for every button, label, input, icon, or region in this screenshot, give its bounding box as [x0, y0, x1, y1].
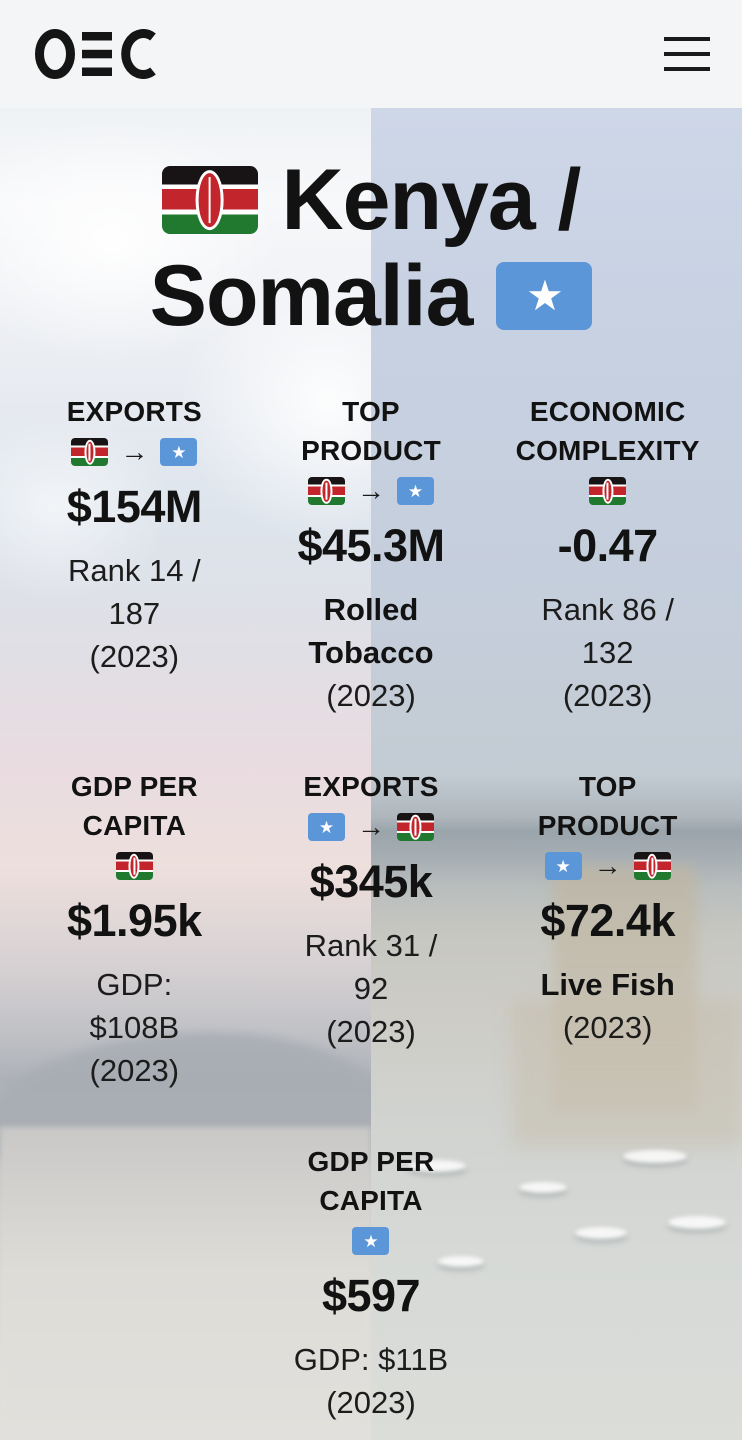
stat-label: EXPORTS	[66, 396, 202, 427]
kenya-shield	[195, 170, 224, 230]
somalia-star: ★	[363, 1231, 379, 1251]
stat-flags: ★ →	[261, 810, 482, 844]
oec-logo[interactable]	[34, 29, 160, 79]
somalia-flag-icon: ★	[544, 852, 582, 880]
kenya-flag-icon	[71, 438, 109, 466]
stat-value: $597	[321, 1270, 421, 1321]
title-text-2: Somalia	[149, 248, 474, 344]
savanna-ground	[0, 1126, 371, 1440]
kenya-shield	[128, 853, 140, 879]
stat-flags	[497, 474, 718, 508]
stat-card: TOP PRODUCT ★ → $72.4k Live Fish (2023)	[493, 767, 722, 1049]
kenya-flag-icon	[307, 477, 345, 505]
stat-value: $45.3M	[297, 520, 445, 571]
stat-detail: GDP: $108B (2023)	[89, 967, 180, 1088]
somalia-star: ★	[555, 856, 571, 876]
stat-flags: → ★	[261, 474, 482, 508]
stat-label: GDP PER CAPITA	[70, 771, 198, 841]
stat-flags	[24, 849, 245, 883]
stat-value: -0.47	[557, 520, 659, 571]
lighthouse-base	[511, 1000, 742, 1147]
title-line-1: Kenya /	[0, 152, 742, 248]
stat-value: $72.4k	[540, 895, 675, 946]
kenya-photo-background	[0, 108, 371, 1440]
stat-label: GDP PER CAPITA	[307, 1146, 435, 1216]
stat-detail: GDP: $11B (2023)	[293, 1342, 449, 1420]
stat-label: EXPORTS	[303, 771, 439, 802]
somalia-flag-icon: ★	[307, 813, 345, 841]
site-header	[0, 0, 742, 108]
kenya-flag-icon	[161, 166, 258, 234]
boat-shape	[408, 1160, 467, 1173]
stat-detail: Rolled Tobacco (2023)	[308, 592, 434, 713]
boat-shape	[667, 1216, 726, 1230]
stat-card: EXPORTS → ★ $154M Rank 14 /187 (2023)	[20, 392, 249, 678]
kenya-flag-icon	[589, 477, 627, 505]
stat-card: ECONOMIC COMPLEXITY -0.47 Rank 86 /132 (20…	[493, 392, 722, 717]
stat-value: $345k	[309, 856, 433, 907]
stat-detail: Live Fish (2023)	[540, 967, 675, 1045]
menu-button[interactable]	[658, 31, 716, 77]
kenya-flag-icon	[396, 813, 434, 841]
somalia-flag-icon: ★	[352, 1227, 390, 1255]
kenya-shield	[320, 478, 333, 504]
oec-logo-icon	[35, 29, 156, 79]
somalia-flag-icon: ★	[496, 262, 593, 330]
kenya-shield	[409, 814, 422, 840]
stat-flags: ★ →	[497, 849, 718, 883]
somalia-star: ★	[526, 272, 564, 319]
title-line-2: Somalia ★	[0, 248, 742, 344]
kenya-flag-icon	[633, 852, 671, 880]
stat-label: TOP PRODUCT	[301, 396, 441, 466]
somalia-photo-background	[371, 108, 742, 1440]
stat-flags: → ★	[24, 435, 245, 469]
somalia-star: ★	[171, 442, 187, 462]
stat-detail: Rank 86 /132 (2023)	[541, 592, 675, 713]
title-text-1: Kenya /	[281, 152, 582, 248]
stat-detail: Rank 31 /92 (2023)	[304, 928, 438, 1049]
stats-grid: EXPORTS → ★ $154M Rank 14 /187 (2023) TOP P…	[20, 392, 722, 1424]
somalia-star: ★	[318, 817, 335, 837]
stat-card: EXPORTS ★ → $345k Rank 31 /92 (2023)	[257, 767, 486, 1053]
stat-card: GDP PER CAPITA ★ $597 GDP: $11B (2023)	[257, 1142, 486, 1424]
hero-section: Kenya / Somalia ★ EXPORTS → ★ $154M Rank …	[0, 108, 742, 1440]
boat-shape	[519, 1181, 568, 1193]
kenya-shield	[646, 853, 658, 879]
flow-arrow-icon: →	[356, 475, 385, 506]
stat-label: ECONOMIC COMPLEXITY	[515, 396, 700, 466]
kenya-shield	[602, 478, 614, 504]
stat-card: TOP PRODUCT → ★ $45.3M Rolled Tobacco (2023)	[257, 392, 486, 717]
title-flag-left-slot	[161, 166, 258, 234]
stat-flags: ★	[261, 1224, 482, 1258]
flow-arrow-icon: →	[356, 811, 385, 842]
boat-shape	[623, 1149, 688, 1163]
flow-arrow-icon: →	[120, 436, 149, 467]
stat-detail: Rank 14 /187 (2023)	[67, 553, 201, 674]
somalia-star: ★	[407, 481, 424, 501]
boat-shape	[437, 1256, 484, 1268]
title-flag-right-slot: ★	[496, 262, 593, 330]
kenya-shield	[84, 439, 96, 465]
stat-value: $154M	[66, 481, 203, 532]
somalia-flag-icon: ★	[160, 438, 198, 466]
boat-shape	[575, 1226, 628, 1239]
stat-label: TOP PRODUCT	[537, 771, 678, 841]
stat-card: GDP PER CAPITA $1.95k GDP: $108B (2023)	[20, 767, 249, 1092]
somalia-flag-icon: ★	[396, 477, 434, 505]
flow-arrow-icon: →	[593, 850, 622, 881]
page-title: Kenya / Somalia ★	[0, 152, 742, 344]
kenya-flag-icon	[115, 852, 153, 880]
stat-value: $1.95k	[67, 895, 202, 946]
